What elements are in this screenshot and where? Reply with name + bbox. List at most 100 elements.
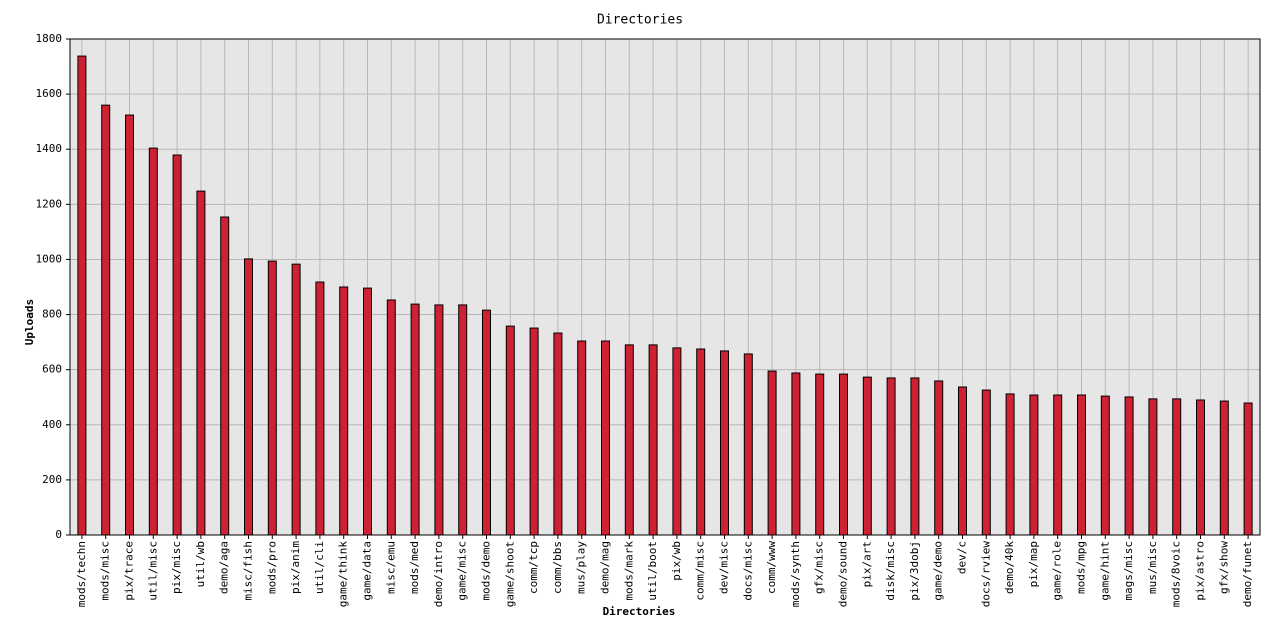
bar	[267, 260, 277, 536]
bar	[1196, 399, 1205, 536]
y-tick-label: 200	[42, 473, 62, 486]
x-tick-label: pix/misc	[170, 541, 183, 594]
bar	[743, 353, 753, 536]
bar	[1077, 394, 1086, 536]
x-tick-label: mus/misc	[1146, 541, 1159, 594]
bar	[458, 304, 468, 536]
x-tick-label: pix/map	[1027, 541, 1040, 587]
bar	[339, 286, 349, 536]
x-tick-label: dev/misc	[718, 541, 731, 594]
x-tick-label: comm/bbs	[551, 541, 564, 594]
bar	[482, 309, 491, 536]
x-tick-label: game/misc	[456, 541, 469, 601]
bar	[529, 327, 539, 536]
y-tick-label: 1600	[36, 87, 63, 100]
x-tick-label: mods/misc	[99, 541, 112, 601]
x-tick-label: demo/intro	[432, 541, 445, 607]
bar	[363, 287, 372, 536]
x-tick-label: util/cli	[313, 541, 326, 594]
bar	[434, 304, 444, 536]
bar	[244, 258, 253, 536]
bar	[1005, 393, 1015, 536]
bar	[1219, 400, 1229, 536]
x-tick-label: util/misc	[146, 541, 159, 601]
x-tick-label: gfx/misc	[813, 541, 826, 594]
x-tick-label: demo/sound	[837, 541, 850, 607]
x-tick-label: game/hint	[1098, 541, 1111, 601]
x-tick-label: demo/aga	[218, 541, 231, 594]
x-tick-label: comm/misc	[694, 541, 707, 601]
x-tick-label: game/demo	[932, 541, 945, 601]
x-tick-label: comm/tcp	[527, 541, 540, 594]
bar	[505, 325, 515, 536]
bar	[577, 340, 587, 536]
x-tick-label: mods/mark	[622, 541, 635, 601]
x-tick-label: pix/astro	[1194, 541, 1207, 601]
bar	[386, 299, 396, 536]
x-tick-label: pix/art	[860, 541, 873, 587]
x-tick-label: util/boot	[646, 541, 659, 601]
bar	[934, 380, 944, 536]
bar	[196, 190, 206, 536]
x-tick-label: demo/funet	[1241, 541, 1254, 607]
chart-title: Directories	[597, 13, 683, 28]
x-tick-label: demo/mag	[599, 541, 612, 594]
x-tick-label: pix/trace	[123, 541, 136, 601]
bar	[291, 263, 301, 536]
bar	[125, 114, 134, 536]
bar	[1053, 394, 1063, 536]
x-tick-label: demo/40k	[1003, 541, 1016, 594]
bar	[648, 344, 658, 536]
bar	[815, 373, 825, 536]
y-tick-label: 1800	[36, 32, 63, 45]
bar	[696, 348, 706, 536]
bar	[910, 377, 920, 536]
x-tick-label: mods/pro	[265, 541, 278, 594]
y-axis-title: Uploads	[23, 299, 36, 345]
bar	[172, 154, 182, 536]
x-tick-label: dev/c	[956, 541, 969, 574]
bar	[315, 281, 325, 536]
bar	[410, 303, 420, 536]
x-tick-label: mags/misc	[1122, 541, 1135, 601]
bar	[720, 350, 729, 536]
y-tick-label: 600	[42, 363, 62, 376]
x-tick-label: misc/fish	[242, 541, 255, 601]
x-tick-label: pix/wb	[670, 541, 683, 581]
x-tick-label: game/think	[337, 541, 350, 608]
x-tick-label: mods/synth	[789, 541, 802, 607]
bar	[624, 344, 634, 536]
y-tick-label: 400	[42, 418, 62, 431]
x-tick-label: mods/demo	[480, 541, 493, 601]
y-tick-label: 1400	[36, 142, 63, 155]
x-tick-label: disk/misc	[884, 541, 897, 601]
x-tick-label: mods/mpg	[1075, 541, 1088, 594]
x-tick-label: game/shoot	[503, 541, 516, 607]
x-tick-label: pix/3dobj	[908, 541, 921, 601]
x-tick-label: docs/misc	[741, 541, 754, 601]
bar	[1100, 395, 1110, 536]
bar	[220, 216, 230, 536]
x-tick-label: mus/play	[575, 541, 588, 594]
x-tick-label: gfx/show	[1217, 541, 1230, 594]
y-tick-label: 1200	[36, 197, 63, 210]
bar	[601, 340, 610, 536]
x-tick-label: misc/emu	[384, 541, 397, 594]
bar	[77, 55, 87, 536]
plot-frame	[69, 38, 1261, 536]
x-tick-label: util/wb	[194, 541, 207, 587]
x-tick-label: docs/rview	[979, 541, 992, 608]
x-tick-label: comm/www	[765, 541, 778, 594]
y-tick-label: 800	[42, 308, 62, 321]
x-tick-label: mods/techn	[75, 541, 88, 607]
x-tick-label: pix/anim	[289, 541, 302, 594]
bar	[862, 376, 872, 536]
bar	[839, 373, 848, 536]
x-axis-title: Directories	[603, 605, 676, 618]
x-tick-label: mods/8voic	[1170, 541, 1183, 607]
y-tick-label: 1000	[36, 252, 63, 265]
bar	[553, 332, 563, 536]
x-tick-label: mods/med	[408, 541, 421, 594]
bar	[1172, 398, 1182, 536]
